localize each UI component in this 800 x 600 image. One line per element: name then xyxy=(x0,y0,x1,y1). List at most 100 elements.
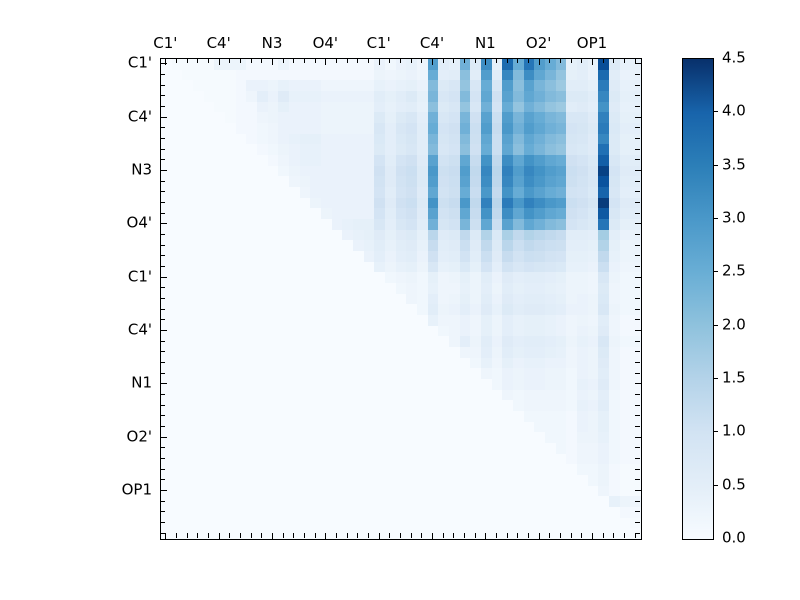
heatmap-cell xyxy=(203,368,215,379)
heatmap-cell xyxy=(225,485,236,497)
heatmap-cell xyxy=(299,251,311,262)
heatmap-cell xyxy=(619,293,631,305)
heatmap-cell xyxy=(491,400,503,411)
heatmap-cell xyxy=(534,293,545,305)
heatmap-cell xyxy=(342,389,353,401)
heatmap-cell xyxy=(214,261,225,273)
heatmap-cell xyxy=(363,293,375,305)
heatmap-cell xyxy=(246,80,257,91)
heatmap-cell xyxy=(491,357,503,369)
heatmap-cell xyxy=(481,219,492,230)
heatmap-cell xyxy=(161,389,172,401)
colorbar-tick-label: 1.5 xyxy=(722,368,746,387)
heatmap-cell xyxy=(555,155,567,166)
heatmap-cell xyxy=(545,69,556,81)
heatmap-cell xyxy=(406,475,417,486)
heatmap-cell xyxy=(598,197,609,209)
tick-mark xyxy=(464,533,465,538)
heatmap-cell xyxy=(395,112,407,123)
heatmap-cell xyxy=(555,368,567,379)
heatmap-cell xyxy=(513,464,524,475)
heatmap-cell xyxy=(374,325,385,337)
heatmap-cell xyxy=(566,176,577,187)
heatmap-cell xyxy=(193,91,204,102)
heatmap-cell xyxy=(310,336,321,347)
heatmap-cell xyxy=(374,389,385,401)
heatmap-cell xyxy=(278,357,289,369)
heatmap-cell xyxy=(385,411,396,422)
heatmap-cell xyxy=(171,304,183,315)
heatmap-cell xyxy=(491,421,503,433)
heatmap-cell xyxy=(609,251,620,262)
heatmap-cell xyxy=(491,197,503,209)
heatmap-cell xyxy=(577,144,588,155)
heatmap-cell xyxy=(587,69,599,81)
tick-mark xyxy=(570,58,572,63)
heatmap-cell xyxy=(513,69,524,81)
heatmap-cell xyxy=(502,144,513,155)
heatmap-cell xyxy=(545,155,556,166)
heatmap-cell xyxy=(203,101,215,113)
heatmap-cell xyxy=(225,59,236,70)
heatmap-cell xyxy=(257,283,268,294)
heatmap-cell xyxy=(395,347,407,358)
heatmap-cell xyxy=(299,69,311,81)
heatmap-cell xyxy=(299,101,311,113)
heatmap-cell xyxy=(577,485,588,497)
tick-mark xyxy=(635,308,640,310)
heatmap-cell xyxy=(427,485,439,497)
heatmap-cell xyxy=(609,421,620,433)
heatmap-cell xyxy=(353,453,364,465)
heatmap-cell xyxy=(374,400,385,411)
heatmap-cell xyxy=(545,176,556,187)
heatmap-cell xyxy=(193,443,204,454)
heatmap-cell xyxy=(545,91,556,102)
heatmap-cell xyxy=(598,453,609,465)
heatmap-cell xyxy=(299,336,311,347)
tick-mark xyxy=(293,58,295,63)
heatmap-cell xyxy=(161,368,172,379)
tick-mark xyxy=(432,533,433,540)
tick-mark xyxy=(421,533,423,538)
heatmap-cell xyxy=(161,133,172,145)
x-tick-label: O2' xyxy=(525,34,552,52)
heatmap-cell xyxy=(214,475,225,486)
heatmap-cell xyxy=(502,112,513,123)
heatmap-cell xyxy=(502,293,513,305)
heatmap-cell xyxy=(566,411,577,422)
heatmap-cell xyxy=(321,304,332,315)
heatmap-cell xyxy=(374,69,385,81)
heatmap-cell xyxy=(566,325,577,337)
heatmap-cell xyxy=(417,528,428,539)
heatmap-cell xyxy=(267,272,279,283)
heatmap-cell xyxy=(523,123,535,134)
heatmap-cell xyxy=(513,272,524,283)
heatmap-cell xyxy=(299,496,311,507)
heatmap-cell xyxy=(555,112,567,123)
heatmap-cell xyxy=(299,197,311,209)
heatmap-cell xyxy=(374,293,385,305)
heatmap-cell xyxy=(513,379,524,390)
heatmap-cell xyxy=(534,208,545,219)
colorbar-tick xyxy=(713,484,718,486)
heatmap-cell xyxy=(459,112,471,123)
heatmap-cell xyxy=(161,475,172,486)
heatmap-cell xyxy=(545,432,556,443)
heatmap-cell xyxy=(577,336,588,347)
heatmap-cell xyxy=(267,400,279,411)
heatmap-cell xyxy=(587,315,599,326)
heatmap-cell xyxy=(203,69,215,81)
heatmap-cell xyxy=(235,112,247,123)
heatmap-cell xyxy=(577,219,588,230)
colorbar-tick-label: 2.5 xyxy=(722,261,746,280)
heatmap-cell xyxy=(523,208,535,219)
heatmap-cell xyxy=(609,144,620,155)
heatmap-cell xyxy=(331,59,343,70)
heatmap-cell xyxy=(491,112,503,123)
heatmap-cell xyxy=(417,240,428,251)
tick-mark xyxy=(634,533,636,538)
heatmap-cell xyxy=(566,187,577,198)
heatmap-cell xyxy=(289,197,300,209)
tick-mark xyxy=(160,266,165,267)
heatmap-cell xyxy=(246,261,257,273)
